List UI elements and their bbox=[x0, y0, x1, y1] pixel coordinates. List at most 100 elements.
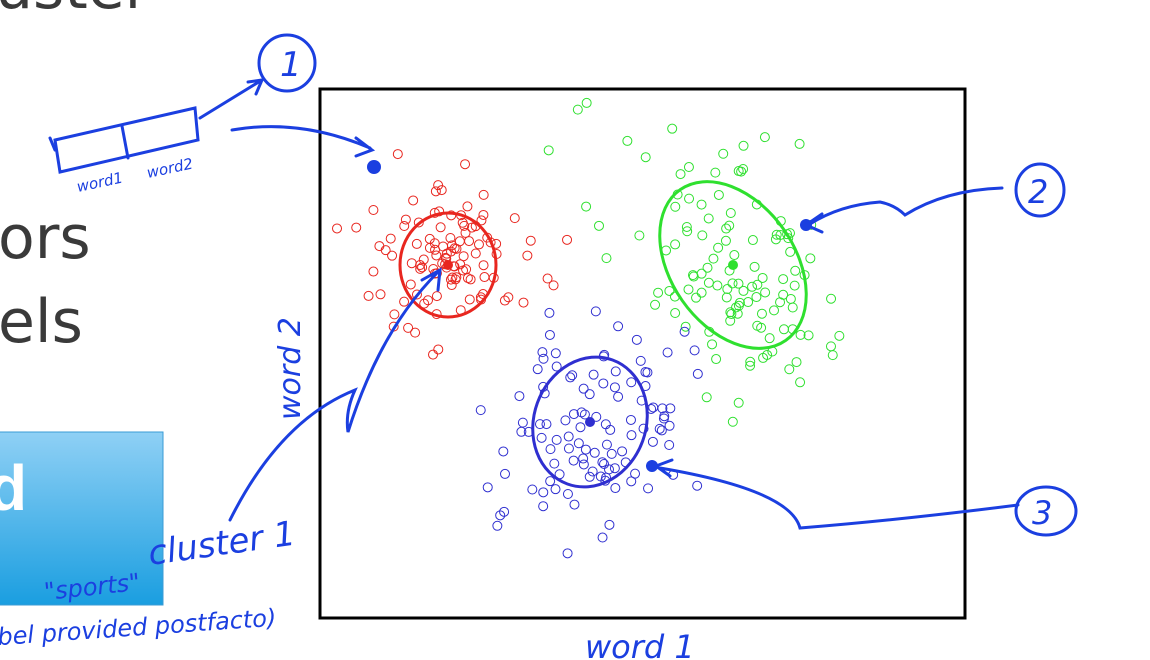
scatter-point bbox=[567, 370, 578, 381]
scatter-point bbox=[727, 278, 738, 289]
scatter-point bbox=[368, 266, 379, 277]
scatter-point bbox=[747, 235, 758, 246]
scatter-point bbox=[573, 438, 584, 449]
scatter-point bbox=[542, 273, 553, 284]
marker-circle bbox=[1014, 485, 1078, 537]
scatter-point bbox=[499, 506, 510, 517]
scatter-point bbox=[418, 254, 429, 265]
scatter-point bbox=[433, 344, 444, 355]
scatter-point bbox=[517, 417, 528, 428]
scatter-point bbox=[664, 420, 675, 431]
slide-box bbox=[0, 431, 164, 606]
scatter-point bbox=[679, 326, 690, 337]
scatter-point bbox=[400, 214, 411, 225]
scatter-point bbox=[415, 263, 426, 274]
scatter-point bbox=[667, 123, 678, 134]
scatter-point bbox=[743, 297, 754, 308]
scatter-point bbox=[411, 238, 422, 249]
scatter-point bbox=[551, 434, 562, 445]
scatter-point bbox=[405, 279, 416, 290]
scatter-point bbox=[713, 189, 724, 200]
scatter-point bbox=[503, 292, 514, 303]
scatter-point bbox=[363, 290, 374, 301]
scatter-point bbox=[625, 414, 636, 425]
feature-label: word1 bbox=[75, 169, 124, 196]
scatter-point bbox=[733, 300, 744, 311]
axis-label: word 1 bbox=[585, 628, 695, 660]
scatter-point bbox=[581, 97, 592, 108]
scatter-point bbox=[778, 289, 789, 300]
scatter-point bbox=[597, 532, 608, 543]
scatter-point bbox=[790, 265, 801, 276]
scatter-point bbox=[527, 484, 538, 495]
scatter-point bbox=[654, 423, 665, 434]
marker-circle bbox=[257, 33, 317, 93]
scatter-point bbox=[787, 302, 798, 313]
scatter-point bbox=[747, 281, 758, 292]
scatter-point bbox=[478, 209, 489, 220]
scatter-point bbox=[599, 459, 610, 470]
scatter-point bbox=[417, 262, 428, 273]
scatter-point bbox=[495, 510, 506, 521]
scatter-point bbox=[729, 250, 740, 261]
scatter-point bbox=[721, 292, 732, 303]
scatter-point bbox=[691, 292, 702, 303]
scatter-point bbox=[578, 383, 589, 394]
scatter-point bbox=[827, 350, 838, 361]
scatter-point bbox=[538, 487, 549, 498]
scatter-point bbox=[560, 415, 571, 426]
cluster-center bbox=[728, 260, 738, 270]
scatter-point bbox=[675, 169, 686, 180]
scatter-point bbox=[516, 426, 527, 437]
scatter-point bbox=[635, 355, 646, 366]
scatter-point bbox=[562, 548, 573, 559]
scatter-point bbox=[697, 230, 708, 241]
scatter-point bbox=[455, 259, 466, 270]
scatter-point bbox=[782, 229, 793, 240]
scatter-point bbox=[478, 260, 489, 271]
scatter-point bbox=[478, 189, 489, 200]
marker-label: 1 bbox=[280, 45, 302, 85]
scatter-point bbox=[727, 416, 738, 427]
plot-frame bbox=[318, 87, 967, 620]
arrow bbox=[228, 267, 442, 522]
scatter-point bbox=[568, 455, 579, 466]
scatter-point bbox=[756, 308, 767, 319]
scatter-point bbox=[428, 349, 439, 360]
scatter-point bbox=[447, 272, 458, 283]
scatter-point bbox=[548, 280, 559, 291]
scatter-point bbox=[770, 234, 781, 245]
scatter-point bbox=[696, 199, 707, 210]
cluster-center bbox=[443, 260, 453, 270]
scatter-point bbox=[537, 347, 548, 358]
scatter-point bbox=[460, 159, 471, 170]
scatter-point bbox=[589, 447, 600, 458]
scatter-point bbox=[445, 233, 456, 244]
scatter-point bbox=[399, 296, 410, 307]
scatter-point bbox=[374, 241, 385, 252]
scatter-point bbox=[682, 226, 693, 237]
scatter-point bbox=[545, 444, 556, 455]
scatter-point bbox=[470, 248, 481, 259]
scatter-point bbox=[803, 330, 814, 341]
cluster-center bbox=[585, 417, 595, 427]
scatter-point bbox=[351, 222, 362, 233]
scatter-point bbox=[680, 321, 691, 332]
scatter-point bbox=[464, 294, 475, 305]
plot bbox=[318, 87, 967, 620]
scatter-point bbox=[465, 274, 476, 285]
scatter-point bbox=[758, 352, 769, 363]
scatter-point bbox=[375, 289, 386, 300]
scatter-point bbox=[434, 206, 445, 217]
scatter-point bbox=[431, 250, 442, 261]
scatter-point bbox=[778, 274, 789, 285]
scatter-point bbox=[769, 305, 780, 316]
scatter-point bbox=[834, 330, 845, 341]
scatter-point bbox=[436, 185, 447, 196]
scatter-point bbox=[670, 239, 681, 250]
scatter-point bbox=[688, 271, 699, 282]
scatter-point bbox=[568, 409, 579, 420]
scatter-point bbox=[406, 258, 417, 269]
scatter-point bbox=[562, 488, 573, 499]
scatter-point bbox=[751, 292, 762, 303]
